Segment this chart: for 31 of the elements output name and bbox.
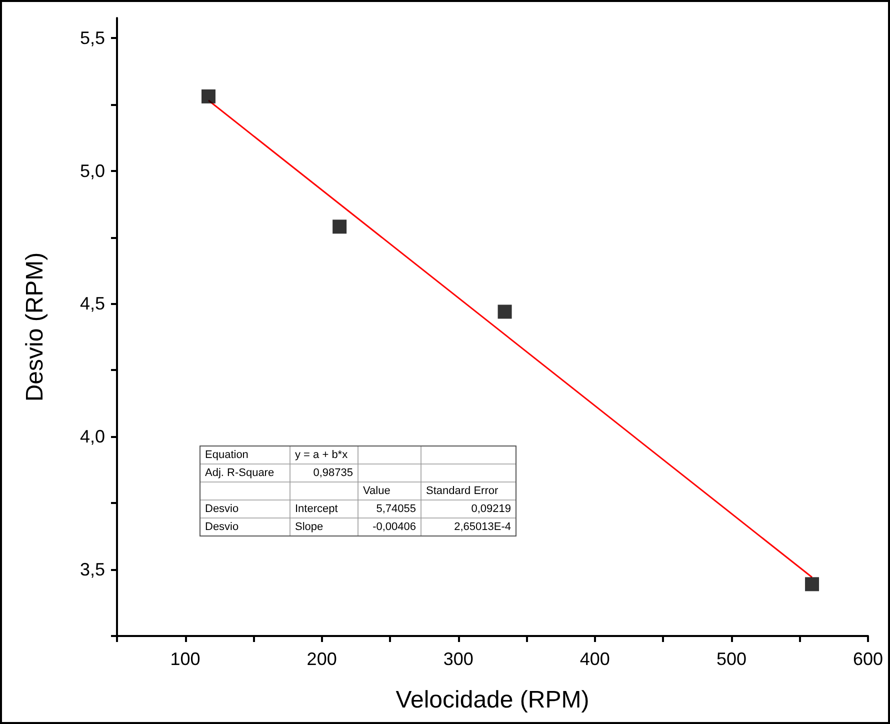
annotation: Desvio: [205, 503, 239, 515]
point: [201, 89, 216, 104]
point: [805, 577, 820, 592]
annotation: 5,74055: [376, 503, 416, 515]
annotation: 0,09219: [471, 503, 511, 515]
annotation: Intercept: [295, 503, 338, 515]
y-tick-label: 5,0: [80, 160, 105, 181]
x-axis-title: Velocidade (RPM): [396, 686, 590, 714]
annotation: Slope: [295, 521, 324, 533]
annotation: Desvio: [205, 521, 239, 533]
y-tick-label: 4,0: [80, 426, 105, 447]
x-tick-label: 100: [170, 649, 200, 669]
x-tick-label: 600: [852, 649, 884, 669]
x-tick-label: 200: [306, 649, 337, 669]
x-tick-label: 400: [580, 649, 610, 669]
annotation: 0,98735: [313, 467, 353, 479]
x-tick-label: 300: [443, 649, 474, 669]
y-tick-label: 3,5: [80, 560, 105, 580]
x-tick-label: 500: [716, 649, 746, 669]
y-axis-title: Desvio (RPM): [22, 252, 48, 402]
annotation: y = a + b*x: [295, 449, 348, 461]
point: [498, 304, 512, 319]
y-tick-label: 4,5: [80, 294, 105, 314]
annotation: Value: [363, 485, 390, 497]
point: [332, 220, 347, 234]
annotation: 2,65013E-4: [454, 521, 511, 533]
annotation: -0,00406: [372, 521, 416, 533]
annotation: Adj. R-Square: [205, 467, 274, 479]
y-tick-label: 5,5: [80, 28, 105, 48]
annotation: Equation: [205, 449, 248, 461]
annotation: Standard Error: [426, 485, 498, 497]
